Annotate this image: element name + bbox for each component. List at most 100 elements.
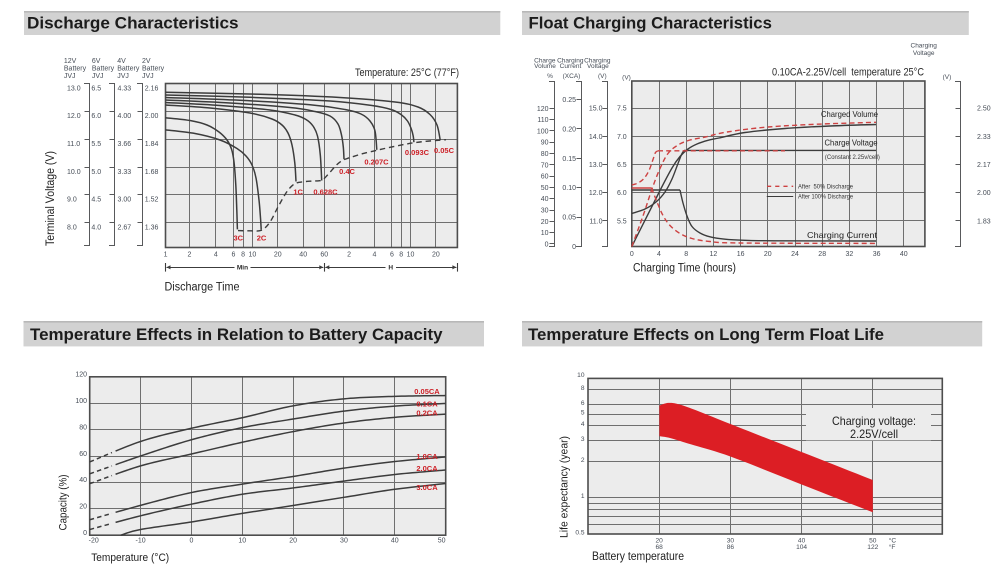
svg-text:40: 40 — [541, 196, 549, 203]
svg-text:(Constant 2.25v/cell): (Constant 2.25v/cell) — [825, 154, 880, 161]
svg-text:40: 40 — [900, 251, 908, 258]
svg-text:10: 10 — [249, 252, 257, 259]
svg-text:5.5: 5.5 — [617, 218, 627, 225]
svg-text:6: 6 — [232, 252, 236, 259]
svg-text:30: 30 — [340, 538, 348, 545]
svg-text:4.5: 4.5 — [91, 197, 101, 204]
svg-text:1.36: 1.36 — [145, 225, 159, 232]
svg-text:(V): (V) — [598, 73, 607, 80]
svg-text:5.5: 5.5 — [91, 141, 101, 148]
svg-text:10: 10 — [238, 538, 246, 545]
svg-text:JVJ: JVJ — [117, 73, 129, 80]
svg-text:3.0CA: 3.0CA — [416, 483, 438, 492]
svg-text:90: 90 — [541, 140, 549, 147]
svg-text:Voltage: Voltage — [587, 63, 609, 70]
svg-text:20: 20 — [541, 219, 549, 226]
svg-text:2.33: 2.33 — [977, 134, 991, 141]
svg-text:8.0: 8.0 — [67, 225, 77, 232]
svg-text:60: 60 — [541, 174, 549, 181]
svg-text:60: 60 — [79, 451, 87, 458]
svg-text:50: 50 — [438, 538, 446, 545]
svg-text:6.0: 6.0 — [91, 113, 101, 120]
svg-text:28: 28 — [818, 251, 826, 258]
svg-text:-20: -20 — [89, 538, 99, 545]
svg-text:20: 20 — [656, 537, 664, 544]
svg-text:110: 110 — [537, 117, 548, 124]
svg-text:After 100% Discharge: After 100% Discharge — [798, 194, 853, 201]
svg-text:0.15: 0.15 — [562, 156, 576, 163]
svg-text:Battery: Battery — [142, 66, 165, 73]
svg-text:Volume: Volume — [534, 63, 556, 70]
svg-text:20: 20 — [274, 252, 282, 259]
svg-text:Battery temperature: Battery temperature — [592, 551, 684, 563]
svg-text:0: 0 — [189, 538, 193, 545]
svg-text:68: 68 — [656, 544, 664, 551]
svg-text:JVJ: JVJ — [64, 73, 76, 80]
svg-text:0.05C: 0.05C — [434, 146, 455, 155]
svg-text:8: 8 — [399, 252, 403, 259]
svg-text:104: 104 — [796, 544, 807, 551]
svg-text:12V: 12V — [64, 58, 77, 65]
svg-text:50: 50 — [869, 537, 877, 544]
svg-text:36: 36 — [873, 251, 881, 258]
svg-text:5: 5 — [581, 409, 585, 416]
svg-text:60: 60 — [320, 252, 328, 259]
svg-text:0: 0 — [83, 530, 87, 537]
svg-text:6: 6 — [581, 400, 585, 407]
svg-text:30: 30 — [541, 208, 549, 215]
svg-text:0.5: 0.5 — [575, 529, 584, 536]
svg-text:2.50: 2.50 — [977, 106, 991, 113]
svg-text:6.0: 6.0 — [617, 190, 627, 197]
svg-text:Min: Min — [237, 265, 248, 272]
svg-text:Capacity (%): Capacity (%) — [58, 475, 70, 531]
svg-text:70: 70 — [541, 162, 549, 169]
svg-text:6.5: 6.5 — [91, 85, 101, 92]
svg-text:(V): (V) — [622, 75, 631, 82]
svg-text:122: 122 — [867, 544, 878, 551]
svg-text:3C: 3C — [234, 234, 244, 243]
svg-text:30: 30 — [727, 537, 735, 544]
svg-text:8: 8 — [581, 385, 585, 392]
svg-text:2.16: 2.16 — [145, 85, 159, 92]
svg-text:0.628C: 0.628C — [313, 188, 338, 197]
svg-text:4: 4 — [214, 252, 218, 259]
svg-text:H: H — [388, 265, 393, 272]
svg-text:Float Charging Characteristics: Float Charging Characteristics — [529, 14, 772, 33]
svg-text:0: 0 — [572, 244, 576, 251]
svg-text:(XCA): (XCA) — [563, 73, 581, 80]
svg-text:40: 40 — [798, 537, 806, 544]
svg-text:40: 40 — [391, 538, 399, 545]
svg-text:40: 40 — [299, 252, 307, 259]
svg-text:1.52: 1.52 — [145, 197, 159, 204]
svg-text:Charging: Charging — [911, 43, 938, 50]
svg-text:Discharge Time: Discharge Time — [165, 281, 240, 293]
svg-text:5.0: 5.0 — [91, 169, 101, 176]
svg-text:12: 12 — [710, 251, 718, 258]
svg-text:120: 120 — [537, 106, 549, 113]
svg-text:%: % — [547, 73, 553, 80]
svg-text:Temperature Effects in Relatio: Temperature Effects in Relation to Batte… — [30, 325, 443, 344]
svg-text:7.5: 7.5 — [617, 106, 627, 113]
svg-text:JVJ: JVJ — [92, 73, 104, 80]
svg-text:0.25: 0.25 — [562, 97, 576, 104]
svg-text:14.0: 14.0 — [589, 134, 603, 141]
svg-text:4: 4 — [373, 252, 377, 259]
svg-text:2V: 2V — [142, 58, 151, 65]
svg-text:100: 100 — [537, 128, 549, 135]
svg-text:10: 10 — [577, 372, 585, 379]
svg-text:Battery: Battery — [64, 66, 87, 73]
svg-text:3.66: 3.66 — [118, 141, 132, 148]
svg-text:Charging voltage:: Charging voltage: — [832, 414, 916, 428]
svg-text:4V: 4V — [117, 58, 126, 65]
svg-text:20: 20 — [432, 252, 440, 259]
svg-text:1C: 1C — [293, 188, 303, 197]
svg-text:Temperature Effects on Long Te: Temperature Effects on Long Term Float L… — [528, 325, 884, 344]
svg-text:15.0: 15.0 — [589, 106, 603, 113]
svg-text:3: 3 — [581, 436, 585, 443]
svg-text:JVJ: JVJ — [142, 73, 154, 80]
svg-text:10: 10 — [541, 230, 549, 237]
svg-text:1.83: 1.83 — [977, 218, 991, 225]
svg-text:12.0: 12.0 — [67, 113, 81, 120]
svg-text:80: 80 — [541, 151, 549, 158]
svg-text:20: 20 — [764, 251, 772, 258]
